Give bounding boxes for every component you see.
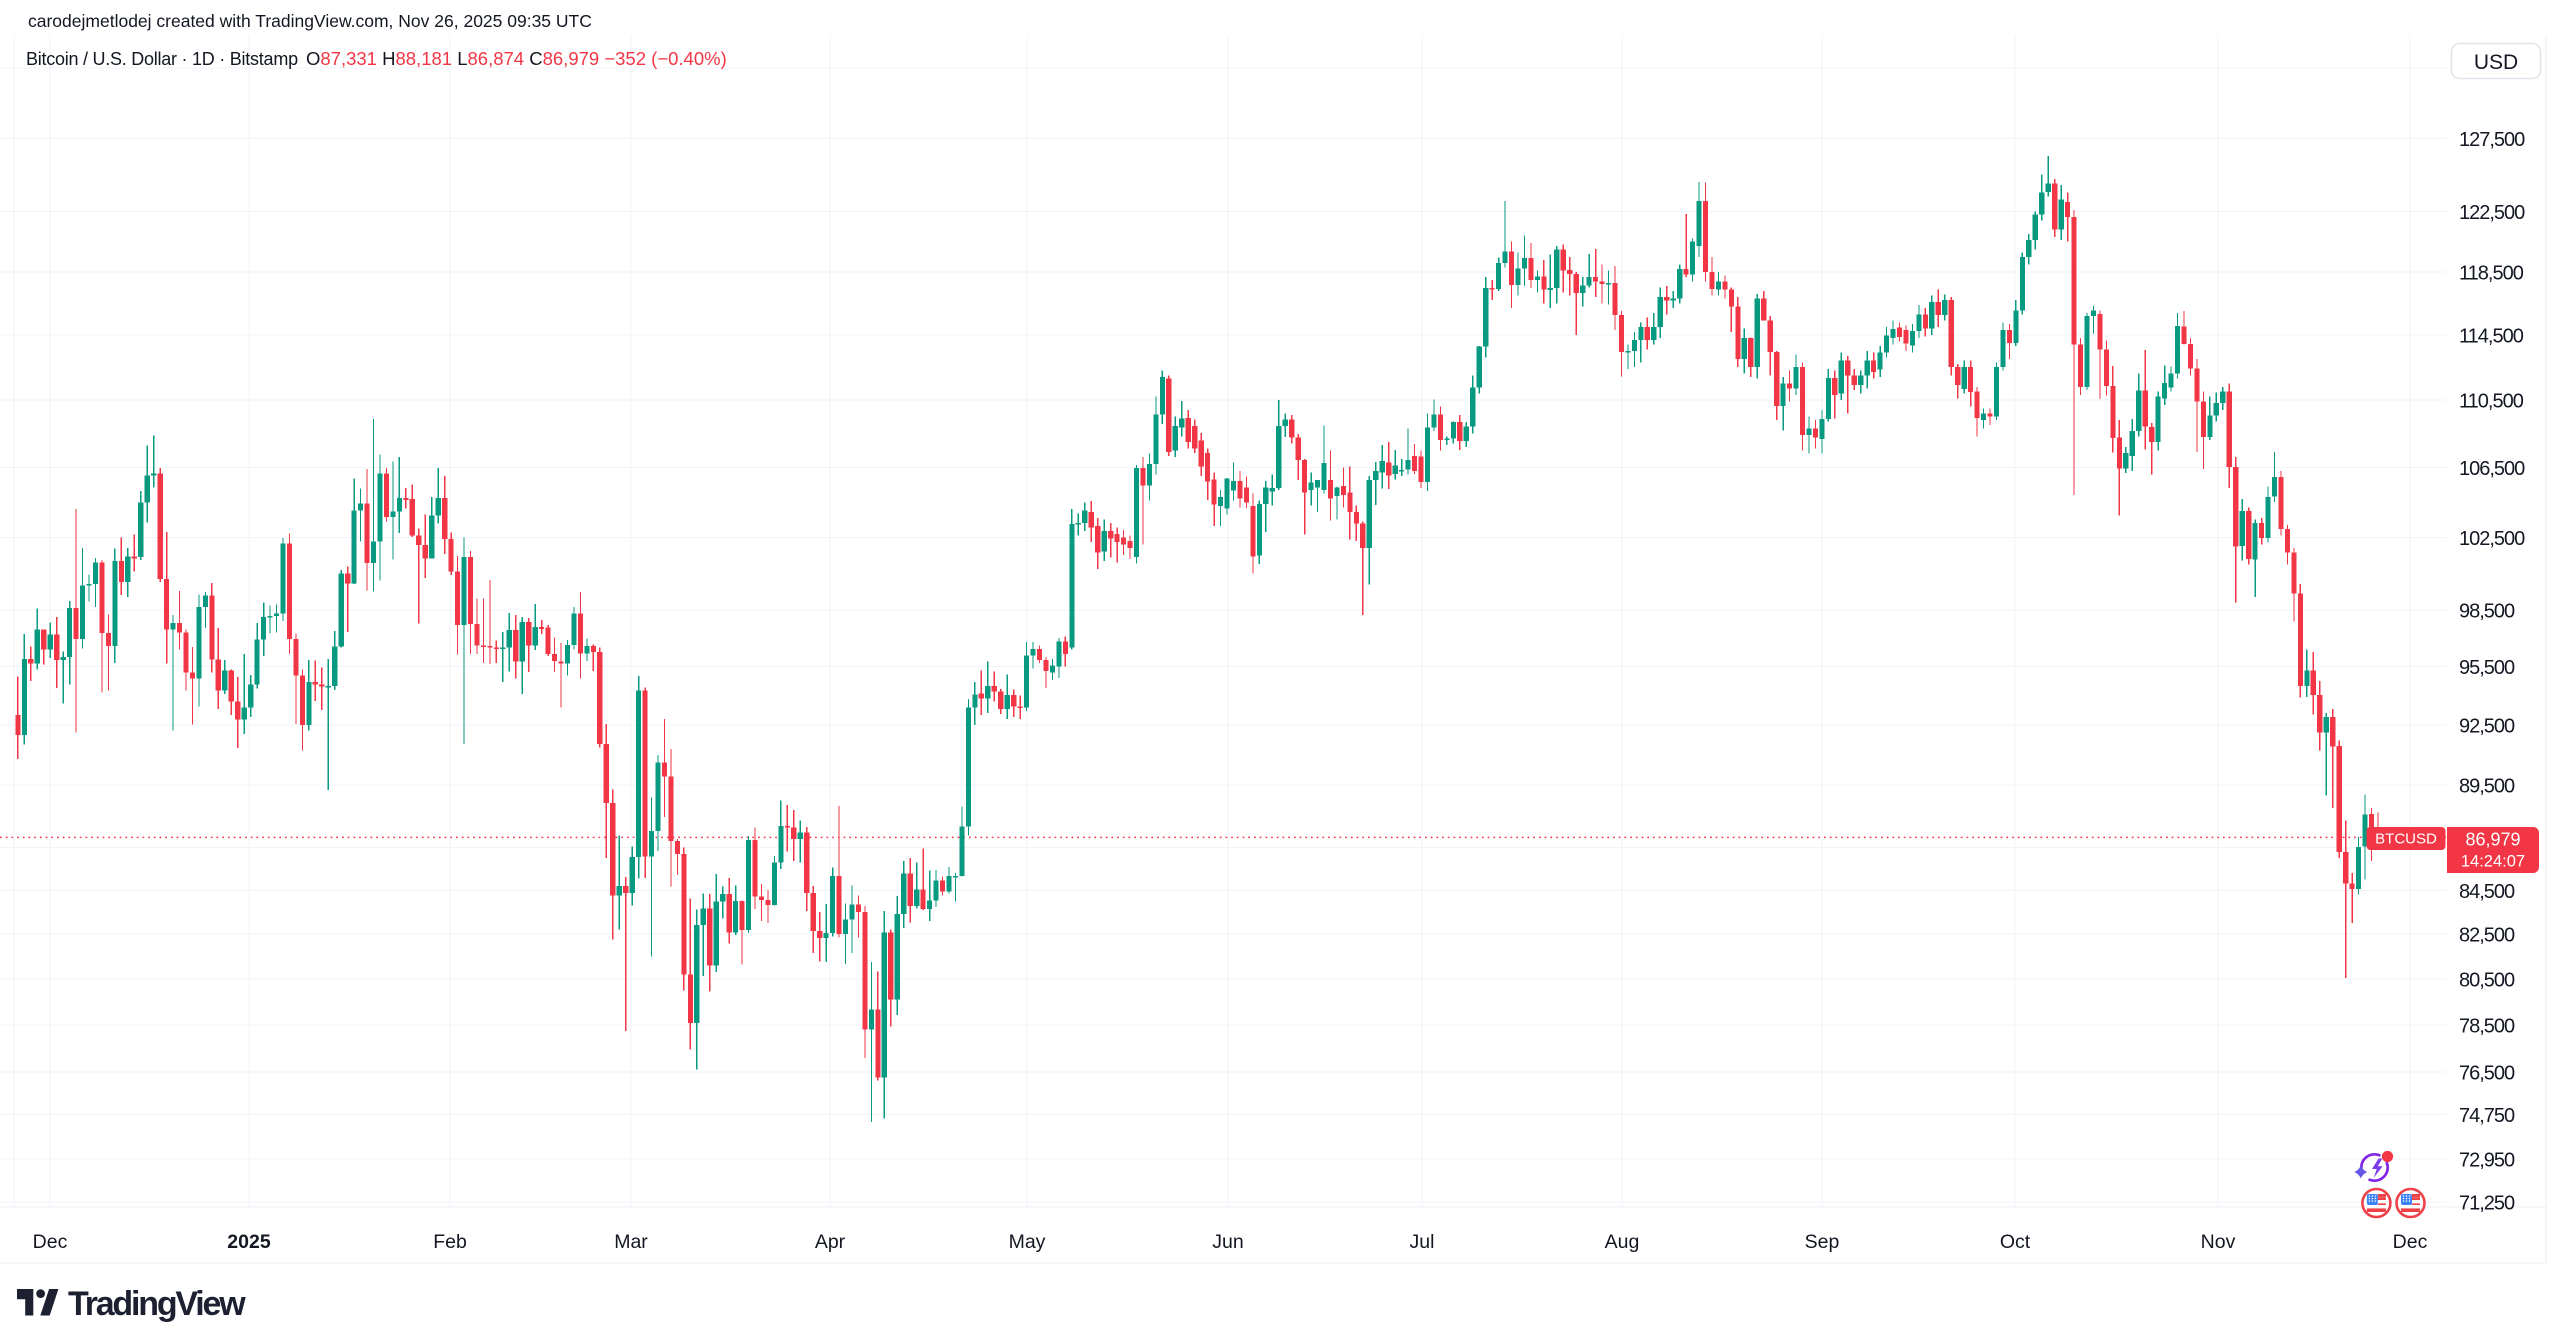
svg-text:Aug: Aug xyxy=(1605,1231,1640,1253)
svg-text:80,500: 80,500 xyxy=(2459,969,2515,991)
svg-text:Jun: Jun xyxy=(1212,1231,1243,1253)
svg-text:2025: 2025 xyxy=(227,1231,271,1253)
svg-text:Apr: Apr xyxy=(815,1231,846,1253)
svg-text:USD: USD xyxy=(2474,51,2518,74)
svg-text:89,500: 89,500 xyxy=(2459,776,2515,798)
svg-text:May: May xyxy=(1009,1231,1046,1253)
svg-text:95,500: 95,500 xyxy=(2459,657,2515,679)
svg-text:Dec: Dec xyxy=(2393,1231,2428,1253)
svg-text:Dec: Dec xyxy=(33,1231,68,1253)
svg-text:Sep: Sep xyxy=(1805,1231,1840,1253)
svg-text:127,500: 127,500 xyxy=(2459,129,2525,151)
svg-text:Jul: Jul xyxy=(1410,1231,1435,1253)
svg-text:122,500: 122,500 xyxy=(2459,202,2525,224)
svg-text:Nov: Nov xyxy=(2201,1231,2236,1253)
svg-text:72,950: 72,950 xyxy=(2459,1149,2515,1171)
svg-text:106,500: 106,500 xyxy=(2459,458,2525,480)
svg-text:BTCUSD: BTCUSD xyxy=(2375,831,2437,848)
svg-text:114,500: 114,500 xyxy=(2459,326,2524,348)
svg-text:118,500: 118,500 xyxy=(2459,263,2524,285)
svg-text:84,500: 84,500 xyxy=(2459,881,2515,903)
svg-text:92,500: 92,500 xyxy=(2459,716,2515,738)
svg-text:14:24:07: 14:24:07 xyxy=(2461,853,2525,871)
svg-text:82,500: 82,500 xyxy=(2459,925,2515,947)
svg-text:74,750: 74,750 xyxy=(2459,1105,2515,1127)
svg-text:TradingView: TradingView xyxy=(68,1285,246,1323)
svg-text:carodejmetlodej created with T: carodejmetlodej created with TradingView… xyxy=(28,11,592,31)
svg-text:O87,331 H88,181 L86,874 C86: O87,331 H88,181 L86,874 C86,979 −352 (−0… xyxy=(306,48,727,69)
svg-text:71,250: 71,250 xyxy=(2459,1193,2515,1215)
svg-text:Bitcoin / U.S. Dollar · 1D · B: Bitcoin / U.S. Dollar · 1D · Bitstamp xyxy=(26,49,298,69)
svg-text:Oct: Oct xyxy=(2000,1231,2031,1253)
svg-text:102,500: 102,500 xyxy=(2459,528,2525,550)
svg-text:78,500: 78,500 xyxy=(2459,1015,2515,1037)
svg-text:Feb: Feb xyxy=(433,1231,467,1253)
svg-text:98,500: 98,500 xyxy=(2459,601,2515,623)
svg-text:110,500: 110,500 xyxy=(2459,391,2524,413)
svg-text:86,979: 86,979 xyxy=(2465,830,2520,850)
svg-text:Mar: Mar xyxy=(614,1231,648,1253)
svg-text:76,500: 76,500 xyxy=(2459,1063,2515,1085)
